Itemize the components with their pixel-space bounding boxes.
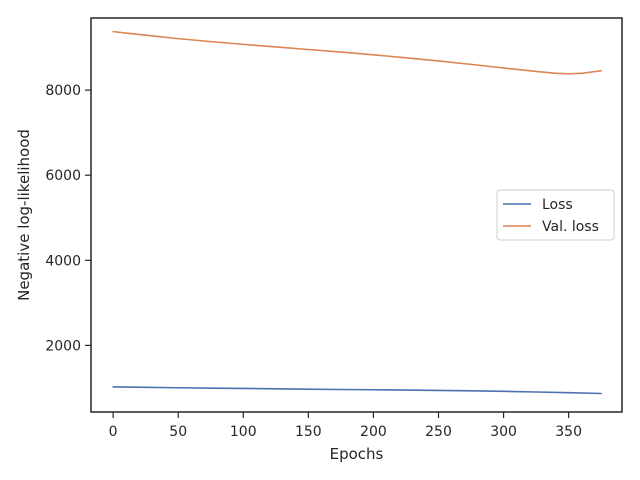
series-layer	[112, 30, 602, 395]
x-tick-label: 300	[490, 424, 517, 440]
x-axis-label: Epochs	[330, 445, 384, 463]
x-axis-ticks: 0 50 100 150 200 250 300 350	[109, 412, 582, 440]
x-tick-label: 250	[425, 424, 452, 440]
x-tick-label: 350	[555, 424, 582, 440]
x-tick-label: 150	[295, 424, 322, 440]
legend: Loss Val. loss	[496, 189, 615, 241]
y-tick-label: 4000	[45, 253, 81, 269]
legend-label-0: Loss	[542, 197, 573, 213]
y-axis-label: Negative log-likelihood	[15, 129, 33, 301]
series-line-0	[112, 386, 602, 395]
y-tick-label: 2000	[45, 338, 81, 354]
axes-frame	[90, 17, 623, 413]
y-axis-ticks: 2000 4000 6000 8000	[45, 83, 91, 354]
series-line-1	[112, 30, 602, 75]
x-tick-label: 0	[109, 424, 118, 440]
y-tick-label: 6000	[45, 168, 81, 184]
legend-box	[496, 189, 615, 241]
y-tick-label: 8000	[45, 83, 81, 99]
legend-label-1: Val. loss	[542, 219, 599, 235]
x-tick-label: 200	[360, 424, 387, 440]
x-tick-label: 100	[230, 424, 257, 440]
x-tick-label: 50	[169, 424, 187, 440]
